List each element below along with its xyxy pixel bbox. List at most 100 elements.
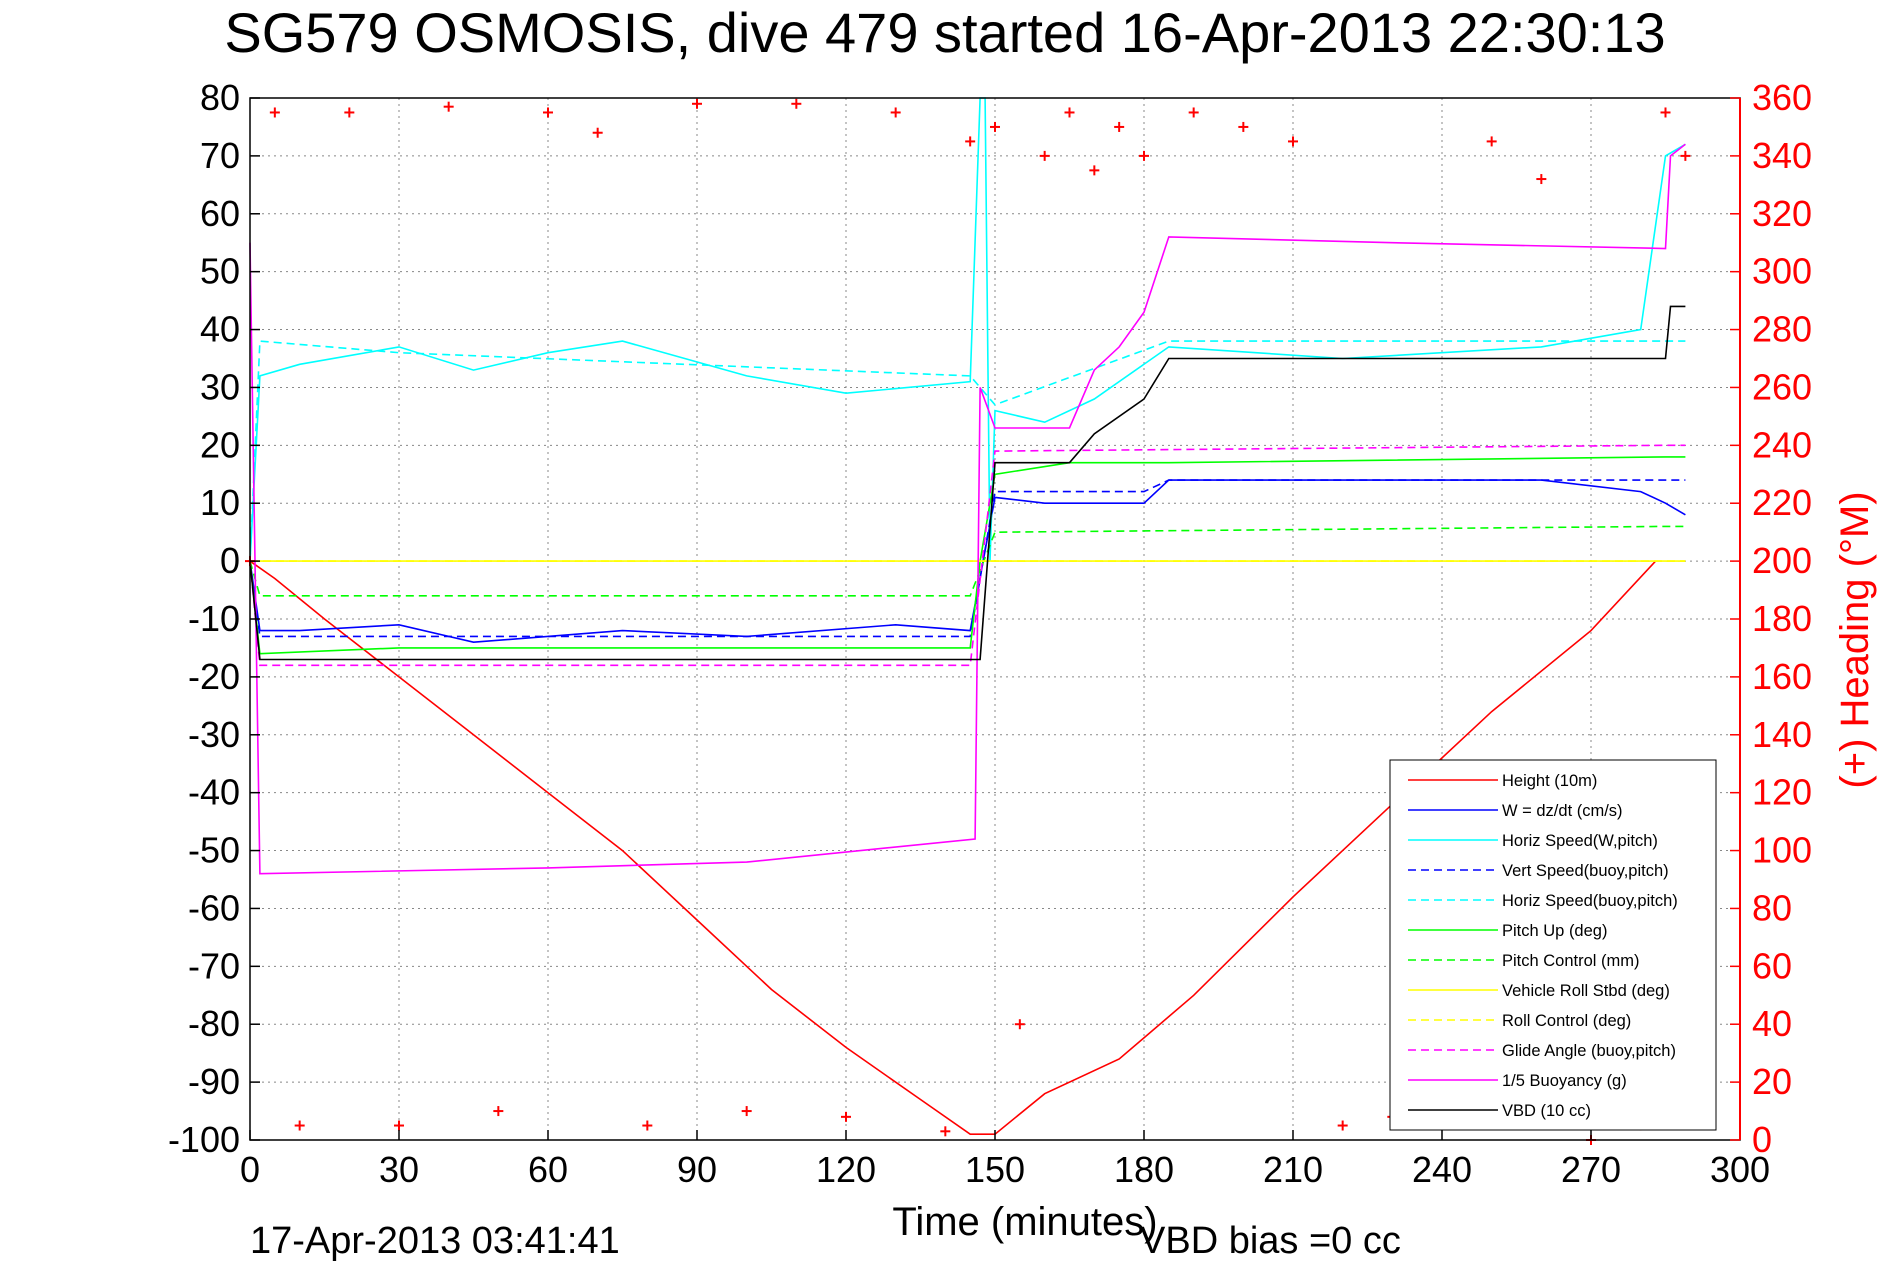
x-axis-ticks: 0 30 60 90 120 150 180 210 240 270 300 [240,1130,1770,1190]
y2-tick-label: 80 [1752,887,1792,928]
heading-marker [443,101,454,112]
heading-marker [1089,165,1100,176]
heading-marker [1536,174,1547,185]
x-axis-label: Time (minutes) [892,1200,1157,1244]
series-horiz-speed-w-pitch [249,97,1686,562]
y-tick-label: 70 [200,135,240,176]
series-glide-angle-buoy-pitch [249,444,1686,667]
heading-marker [269,107,280,118]
heading-marker [1039,150,1050,161]
heading-marker [642,1120,653,1131]
y2-tick-label: 60 [1752,945,1792,986]
series-vbd-10-cc [249,305,1686,661]
series-horiz-speed-buoy-pitch [249,340,1686,562]
legend-label: Roll Control (deg) [1502,1012,1631,1030]
y-tick-label: -20 [188,656,240,697]
heading-marker [692,98,702,109]
x-tick-label: 240 [1412,1149,1472,1190]
heading-marker [1238,121,1249,132]
legend-label: Horiz Speed(W,pitch) [1502,832,1658,850]
series-1-5-buoyancy-g [249,143,1686,875]
heading-marker [940,1126,951,1137]
y-tick-label: 40 [200,309,240,350]
heading-marker [592,127,603,138]
y-tick-label: 80 [200,77,240,118]
x-tick-label: 210 [1263,1149,1323,1190]
y2-tick-label: 200 [1752,540,1812,581]
y2-tick-label: 120 [1752,772,1812,813]
heading-marker [294,1120,305,1131]
y-tick-label: 10 [200,482,240,523]
y2-tick-label: 20 [1752,1061,1792,1102]
x-tick-label: 120 [816,1149,876,1190]
heading-marker [1660,107,1671,118]
series-height-10m [249,560,1657,1135]
series-layer [245,97,1691,1145]
y2-tick-label: 320 [1752,193,1812,234]
y2-tick-label: 220 [1752,482,1812,523]
heading-marker [890,107,901,118]
y-tick-label: -30 [188,714,240,755]
legend-label: Height (10m) [1502,772,1597,790]
y-tick-label: 20 [200,424,240,465]
heading-marker [1014,1019,1025,1030]
heading-marker [1486,136,1497,147]
y2-tick-label: 160 [1752,656,1812,697]
legend-box [1389,759,1717,1131]
heading-marker [1139,150,1149,161]
legend-label: 1/5 Buoyancy (g) [1502,1072,1627,1090]
y2-tick-label: 260 [1752,366,1812,407]
chart-title: SG579 OSMOSIS, dive 479 started 16-Apr-2… [224,1,1665,64]
legend: Height (10m) W = dz/dt (cm/s) Horiz Speed(… [1389,759,1717,1131]
heading-marker [344,107,355,118]
y-axis-ticks: 80 70 60 50 40 30 20 10 0 -10 -20 -30 -40 -50 -60 -70 -8… [168,77,260,1160]
y2-tick-label: 340 [1752,135,1812,176]
y-tick-label: -80 [188,1003,240,1044]
y-tick-label: -60 [188,887,240,928]
y-tick-label: -90 [188,1061,240,1102]
y-tick-label: -10 [188,598,240,639]
y2-tick-label: 40 [1752,1003,1792,1044]
legend-label: VBD (10 cc) [1502,1102,1591,1120]
heading-marker [394,1120,404,1131]
heading-marker [1680,150,1691,161]
y2-tick-label: 240 [1752,424,1812,465]
y-tick-label: -70 [188,945,240,986]
legend-label: Vehicle Roll Stbd (deg) [1502,982,1670,1000]
heading-marker [543,107,553,118]
series-vert-speed-buoy-pitch [249,479,1686,638]
y-tick-label: 30 [200,366,240,407]
heading-marker [493,1106,504,1117]
y2-tick-label: 300 [1752,251,1812,292]
heading-marker [1064,107,1075,118]
heading-marker [741,1106,752,1117]
legend-label: Horiz Speed(buoy,pitch) [1502,892,1678,910]
vbd-bias: VBD bias =0 cc [1140,1220,1401,1262]
legend-label: Pitch Up (deg) [1502,922,1607,940]
y2-tick-label: 140 [1752,714,1812,755]
end-time: 17-Apr-2013 03:41:41 [250,1220,620,1262]
y2-tick-label: 280 [1752,309,1812,350]
x-tick-label: 300 [1710,1149,1770,1190]
heading-marker [841,1111,851,1122]
y2-tick-label: 0 [1752,1119,1772,1160]
y2-axis-label: (+) Heading (°M) [1833,491,1877,788]
y-tick-label: -40 [188,772,240,813]
heading-marker [1114,121,1125,132]
x-tick-label: 90 [677,1149,717,1190]
series-pitch-up-deg [249,456,1686,655]
heading-marker [1337,1120,1348,1131]
x-tick-label: 180 [1114,1149,1174,1190]
y-tick-label: 0 [220,540,240,581]
x-tick-label: 60 [528,1149,568,1190]
y-tick-label: 50 [200,251,240,292]
y2-tick-label: 360 [1752,77,1812,118]
legend-label: Glide Angle (buoy,pitch) [1502,1042,1676,1060]
x-tick-label: 0 [240,1149,260,1190]
y2-tick-label: 180 [1752,598,1812,639]
y-tick-label: -100 [168,1119,240,1160]
heading-marker [791,98,802,109]
y2-tick-label: 100 [1752,830,1812,871]
x-tick-label: 270 [1561,1149,1621,1190]
